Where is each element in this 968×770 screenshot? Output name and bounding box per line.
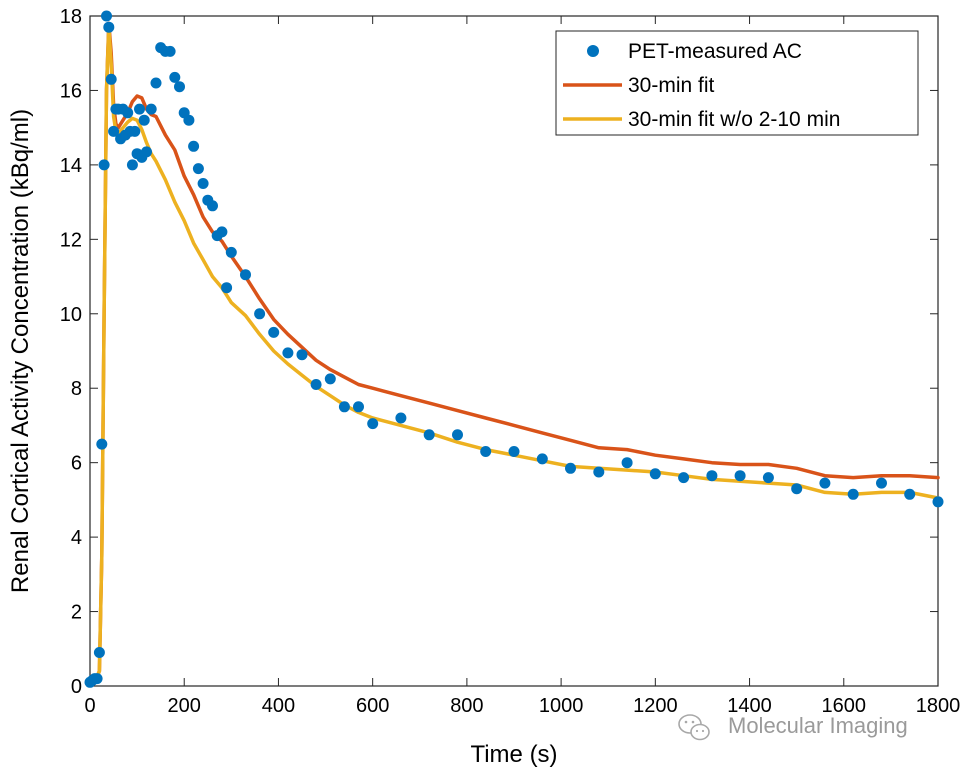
data-point	[282, 347, 294, 359]
watermark-text: Molecular Imaging	[728, 713, 908, 738]
data-point	[174, 81, 185, 93]
data-point	[126, 159, 138, 171]
data-point	[649, 468, 661, 480]
data-point	[197, 178, 209, 189]
y-tick-label: 18	[60, 6, 82, 28]
x-tick-label: 1200	[633, 695, 678, 717]
data-point	[96, 438, 108, 450]
legend-label-pet: PET-measured AC	[628, 40, 802, 63]
data-point	[225, 246, 237, 258]
y-tick-label: 0	[71, 676, 82, 698]
legend-label-30min-fit-wo: 30-min fit w/o 2-10 min	[628, 108, 840, 131]
data-point	[678, 472, 690, 484]
legend-marker-pet	[587, 45, 599, 57]
data-point	[103, 21, 115, 33]
data-point	[395, 412, 407, 424]
x-tick-label: 1800	[916, 695, 961, 717]
data-point	[134, 103, 145, 115]
data-point	[188, 140, 200, 152]
x-tick-label: 400	[262, 695, 295, 717]
data-point	[324, 373, 336, 385]
y-tick-label: 8	[71, 378, 82, 400]
data-point	[452, 429, 463, 441]
y-tick-label: 4	[71, 527, 82, 549]
x-tick-label: 200	[168, 695, 201, 717]
data-point	[101, 10, 112, 22]
data-point	[367, 418, 379, 430]
data-point	[138, 114, 150, 126]
data-point	[593, 466, 605, 478]
y-tick-label: 10	[60, 304, 82, 326]
data-point	[91, 673, 103, 685]
data-point	[105, 73, 117, 85]
data-point	[183, 114, 195, 126]
data-point	[621, 457, 633, 469]
data-point	[164, 45, 176, 57]
x-tick-label: 1400	[727, 695, 772, 717]
data-point	[93, 647, 105, 658]
data-point	[791, 483, 803, 495]
data-point	[240, 269, 251, 281]
data-point	[145, 103, 157, 115]
x-tick-label: 800	[450, 695, 483, 717]
data-point	[847, 488, 859, 500]
data-point	[423, 429, 435, 441]
data-point	[141, 146, 152, 158]
y-axis-tick-labels: 0 2 4 6 8 10 12 14 16 18	[60, 6, 82, 698]
data-point	[268, 326, 280, 338]
series-layer	[84, 10, 944, 688]
data-point	[296, 349, 308, 361]
y-tick-label: 12	[60, 229, 82, 251]
y-axis-label: Renal Cortical Activity Concentration (k…	[7, 109, 34, 593]
x-tick-label: 1000	[539, 695, 584, 717]
x-tick-label: 1600	[822, 695, 867, 717]
data-point	[216, 226, 228, 238]
x-axis-label: Time (s)	[470, 741, 557, 768]
y-tick-label: 6	[71, 453, 82, 475]
data-point	[254, 308, 266, 320]
data-point	[565, 462, 576, 474]
y-tick-label: 2	[71, 602, 82, 624]
data-point	[734, 470, 746, 482]
legend-label-30min-fit: 30-min fit	[628, 74, 715, 97]
x-tick-label: 600	[356, 695, 389, 717]
data-point	[310, 379, 322, 390]
data-point	[108, 125, 120, 137]
data-point	[353, 401, 364, 413]
wechat-logo-icon	[678, 714, 710, 741]
watermark: Molecular Imaging	[678, 713, 908, 741]
data-point	[98, 159, 110, 171]
data-point	[192, 163, 204, 175]
data-point	[536, 453, 548, 465]
data-point	[338, 401, 350, 413]
data-point	[904, 488, 916, 500]
y-tick-label: 16	[60, 80, 82, 102]
data-point	[480, 446, 492, 457]
data-point	[169, 71, 181, 83]
data-point	[207, 200, 218, 212]
data-point	[122, 107, 134, 119]
data-point	[932, 496, 944, 508]
x-axis-tick-labels: 0 200 400 600 800 1000 1200 1400 1600 1800	[84, 695, 960, 717]
legend: PET-measured AC 30-min fit 30-min fit w/…	[555, 30, 919, 136]
data-point	[819, 477, 831, 489]
data-point	[221, 282, 233, 294]
data-point	[876, 477, 887, 489]
data-point	[706, 470, 718, 482]
y-tick-label: 14	[60, 155, 82, 177]
data-point	[129, 125, 141, 137]
data-point	[150, 77, 162, 89]
x-tick-label: 0	[84, 695, 95, 717]
series-markers-pet-measured-ac	[84, 10, 944, 688]
data-point	[762, 472, 774, 484]
data-point	[508, 446, 520, 457]
